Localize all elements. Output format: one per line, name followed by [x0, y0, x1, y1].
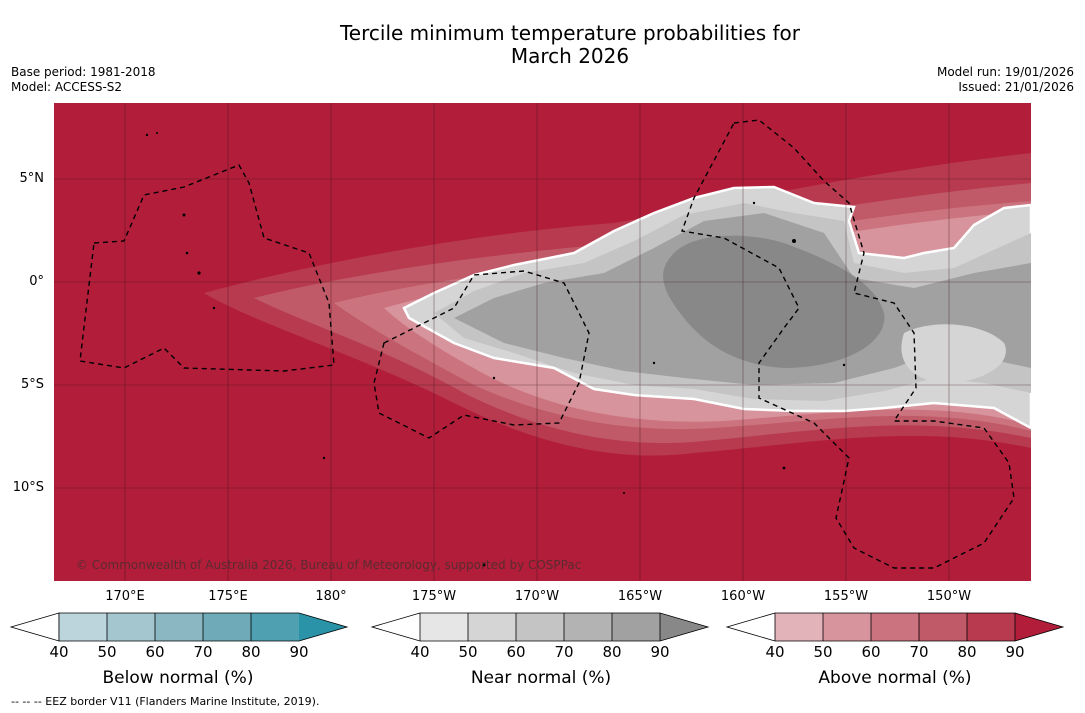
below-tick-90: 90 — [289, 643, 309, 661]
lon-label-170e: 170°E — [105, 589, 145, 604]
above-tick-60: 60 — [861, 643, 881, 661]
below-tick-50: 50 — [97, 643, 117, 661]
lon-label-175e: 175°E — [208, 589, 248, 604]
lat-label-5s: 5°S — [20, 377, 44, 392]
near-tick-50: 50 — [458, 643, 478, 661]
map-svg — [54, 103, 1031, 581]
near-swatch-5 — [612, 613, 660, 641]
near-colorbar-max-triangle — [660, 613, 708, 641]
eez-footnote: -- -- -- EEZ border V11 (Flanders Marine… — [11, 695, 320, 708]
below-colorbar-max-triangle — [299, 613, 347, 641]
title-line-2: March 2026 — [510, 44, 630, 68]
near-swatch-1 — [420, 613, 468, 641]
near-tick-60: 60 — [506, 643, 526, 661]
below-colorbar-min-triangle — [10, 612, 60, 642]
lon-label-180: 180° — [315, 589, 347, 604]
above-swatch-5 — [967, 613, 1015, 641]
below-normal-colorbar — [10, 612, 349, 642]
near-swatch-3 — [516, 613, 564, 641]
below-swatch-2 — [107, 613, 155, 641]
near-normal-title: Near normal (%) — [470, 668, 612, 688]
lon-label-175w: 175°W — [411, 589, 457, 604]
near-swatch-4 — [564, 613, 612, 641]
above-colorbar-max-triangle — [1015, 613, 1063, 641]
above-tick-70: 70 — [909, 643, 929, 661]
below-swatch-5 — [251, 613, 299, 641]
below-swatch-1 — [59, 613, 107, 641]
lon-label-165w: 165°W — [617, 589, 663, 604]
below-tick-80: 80 — [241, 643, 261, 661]
lon-label-155w: 155°W — [823, 589, 869, 604]
lat-label-0: 0° — [29, 274, 44, 289]
lon-label-160w: 160°W — [720, 589, 766, 604]
near-tick-40: 40 — [410, 643, 430, 661]
lon-label-150w: 150°W — [926, 589, 972, 604]
above-swatch-2 — [823, 613, 871, 641]
copyright-notice: © Commonwealth of Australia 2026, Bureau… — [76, 558, 582, 572]
near-colorbar-min-triangle — [372, 613, 420, 641]
below-swatch-4 — [203, 613, 251, 641]
meta-right: Model run: 19/01/2026 Issued: 21/01/2026 — [937, 65, 1074, 95]
above-swatch-3 — [871, 613, 919, 641]
chart-title: Tercile minimum temperature probabilitie… — [0, 22, 1085, 68]
near-tick-70: 70 — [554, 643, 574, 661]
near-90-core — [663, 235, 885, 368]
base-period: Base period: 1981-2018 — [11, 65, 156, 79]
title-line-1: Tercile minimum temperature probabilitie… — [339, 21, 801, 45]
above-swatch-1 — [775, 613, 823, 641]
below-tick-70: 70 — [193, 643, 213, 661]
near-tick-90: 90 — [650, 643, 670, 661]
islands — [145, 132, 846, 567]
graticule — [54, 103, 1031, 581]
near-normal-colorbar — [371, 612, 710, 642]
below-swatch-3 — [155, 613, 203, 641]
issued-date: Issued: 21/01/2026 — [958, 80, 1074, 94]
above-tick-80: 80 — [957, 643, 977, 661]
below-tick-60: 60 — [145, 643, 165, 661]
above-normal-title: Above normal (%) — [818, 668, 972, 688]
lon-label-170w: 170°W — [514, 589, 560, 604]
above-tick-90: 90 — [1005, 643, 1025, 661]
near-light-patch — [901, 324, 1006, 383]
lat-label-5n: 5°N — [19, 171, 45, 186]
above-tick-50: 50 — [813, 643, 833, 661]
meta-left: Base period: 1981-2018 Model: ACCESS-S2 — [11, 65, 156, 95]
model-run: Model run: 19/01/2026 — [936, 65, 1074, 79]
model-name: Model: ACCESS-S2 — [11, 80, 123, 94]
below-tick-40: 40 — [49, 643, 69, 661]
probability-map — [54, 103, 1031, 581]
above-swatch-4 — [919, 613, 967, 641]
above-normal-colorbar — [726, 612, 1065, 642]
lat-label-10s: 10°S — [12, 480, 44, 495]
near-swatch-2 — [468, 613, 516, 641]
eez-borders — [79, 119, 1015, 569]
below-normal-title: Below normal (%) — [102, 668, 254, 688]
above-tick-40: 40 — [765, 643, 785, 661]
above-colorbar-min-triangle — [727, 613, 775, 641]
near-tick-80: 80 — [602, 643, 622, 661]
